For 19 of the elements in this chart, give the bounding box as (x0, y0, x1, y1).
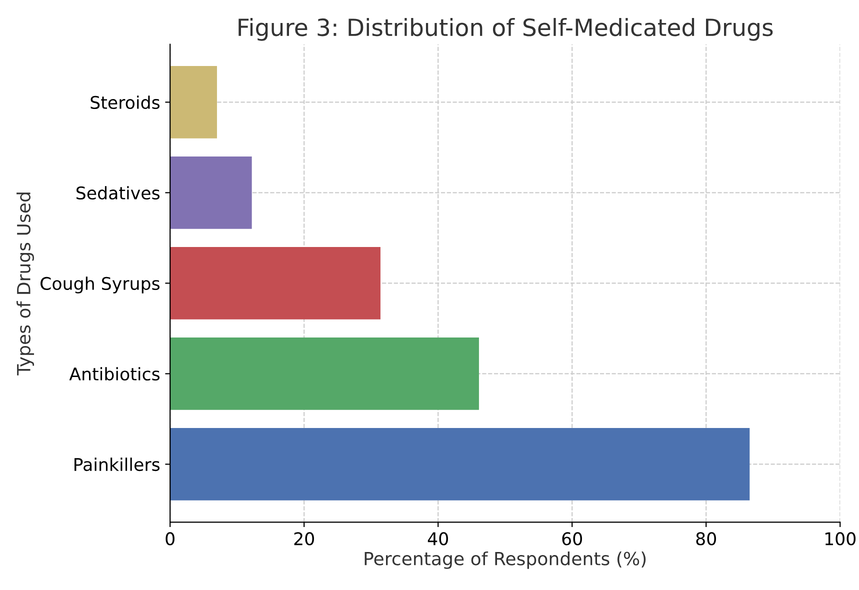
x-tick-label: 100 (825, 532, 856, 546)
x-axis-title: Percentage of Respondents (%) (364, 551, 646, 569)
x-tick-label: 20 (294, 532, 314, 546)
chart-title: Figure 3: Distribution of Self-Medicated Drugs (238, 18, 773, 41)
bar (170, 156, 252, 229)
bar (170, 246, 380, 320)
y-axis-title: Types of Drugs Used (16, 192, 34, 376)
bar (170, 338, 479, 410)
x-tick-label: 40 (428, 532, 448, 546)
bar (170, 428, 750, 500)
y-tick-label: Sedatives (76, 186, 160, 200)
y-tick-label: Antibiotics (69, 367, 160, 381)
y-tick-label: Painkillers (74, 458, 160, 472)
x-tick-label: 0 (166, 532, 174, 546)
bar (170, 66, 217, 138)
x-tick-label: 80 (696, 532, 716, 546)
x-tick-label: 60 (562, 532, 582, 546)
y-tick-label: Cough Syrups (40, 276, 160, 294)
y-tick-label: Steroids (90, 96, 160, 110)
